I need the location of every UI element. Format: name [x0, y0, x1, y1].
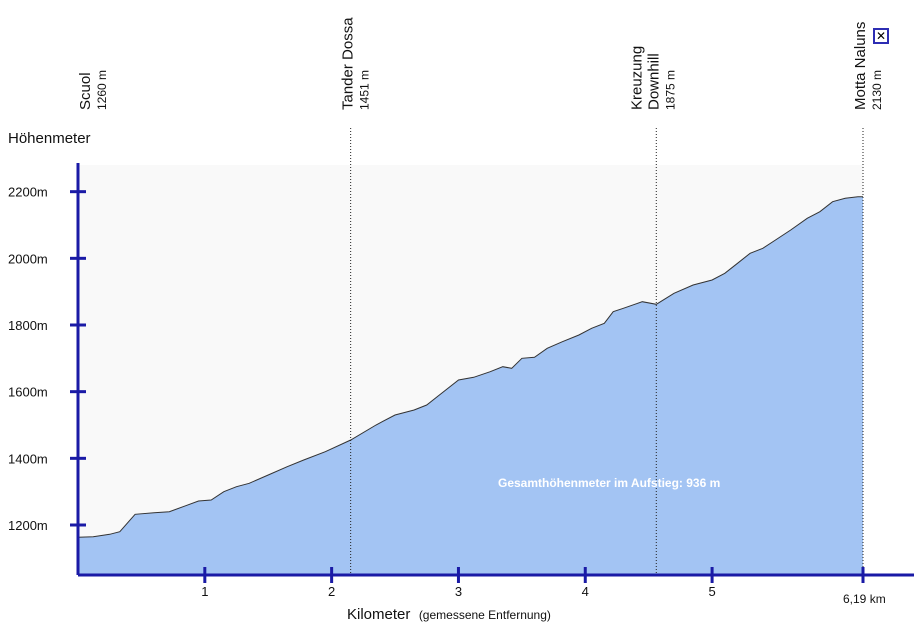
waypoint-elevation: 1875 m: [663, 70, 677, 110]
waypoint-name: Tander Dossa: [340, 17, 357, 110]
waypoint-name: Scuol: [77, 72, 94, 110]
x-tick-label: 3: [455, 584, 462, 599]
x-axis-title-main: Kilometer: [347, 606, 410, 623]
x-axis-end-label: 6,19 km: [843, 592, 886, 606]
waypoint-elevation: 1451 m: [358, 70, 372, 110]
x-tick-label: 5: [708, 584, 715, 599]
elevation-area: [78, 196, 863, 575]
close-icon: ✕: [875, 29, 887, 43]
close-button[interactable]: ✕: [873, 28, 889, 44]
x-tick-label: 2: [328, 584, 335, 599]
y-tick-label: 1800m: [8, 318, 48, 333]
waypoint-name: Motta Naluns: [852, 22, 869, 110]
x-axis-title: Kilometer (gemessene Entfernung): [347, 606, 551, 623]
y-tick-label: 2200m: [8, 185, 48, 200]
x-tick-label: 1: [201, 584, 208, 599]
x-tick-label: 4: [582, 584, 589, 599]
waypoint-name: Downhill: [645, 53, 662, 110]
ascent-annotation: Gesamthöhenmeter im Aufstieg: 936 m: [498, 476, 720, 490]
waypoint-elevation: 2130 m: [870, 70, 884, 110]
elevation-line: [77, 196, 863, 538]
waypoint-elevation: 1260 m: [95, 70, 109, 110]
waypoint-name: Kreuzung: [628, 46, 645, 110]
y-tick-label: 1600m: [8, 385, 48, 400]
y-tick-label: 1400m: [8, 451, 48, 466]
y-axis-title: Höhenmeter: [8, 130, 91, 147]
y-tick-label: 2000m: [8, 251, 48, 266]
y-tick-label: 1200m: [8, 518, 48, 533]
x-axis-title-note: (gemessene Entfernung): [419, 608, 551, 622]
